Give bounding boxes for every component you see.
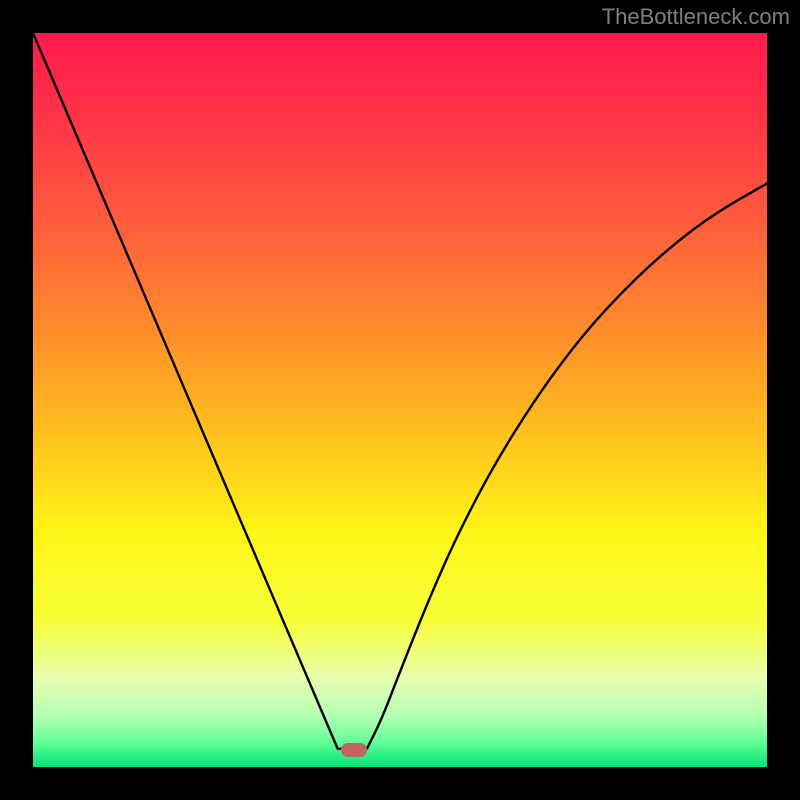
plot-area <box>33 33 767 767</box>
optimum-marker <box>341 743 367 757</box>
watermark-text: TheBottleneck.com <box>602 4 790 30</box>
bottleneck-curve <box>33 33 767 767</box>
